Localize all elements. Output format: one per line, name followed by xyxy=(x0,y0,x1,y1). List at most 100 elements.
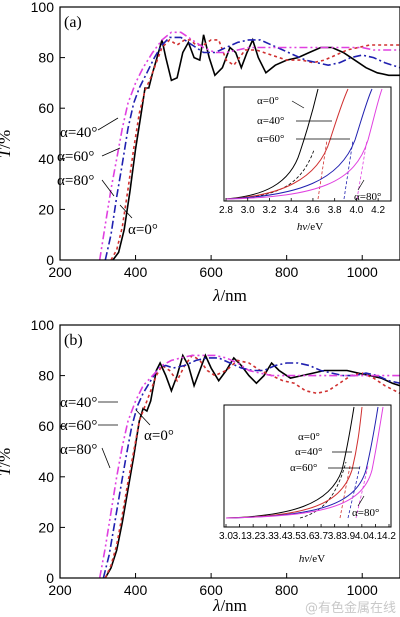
panel-a-inset-xlabel: hv/eV xyxy=(297,221,323,233)
panel-a-ylabel: T/% xyxy=(0,130,14,158)
panel-a-leader-60 xyxy=(101,147,121,157)
panel-b-inset-tangent-60 xyxy=(347,465,361,519)
panel-a-inset-x-tick-label: 4.2 xyxy=(371,205,385,216)
panel-a: 200 400 600 800 1000 0 20 40 60 80 100 (a) T/% λ/n… xyxy=(0,0,400,305)
panel-a-x-tick-label: 800 xyxy=(275,264,299,280)
panel-b-y-tick-label: 40 xyxy=(38,469,54,485)
panel-a-ticks: 200 400 600 800 1000 0 20 40 60 80 100 xyxy=(31,0,378,280)
panel-a-y-tick-label: 60 xyxy=(38,100,54,116)
panel-a-series-line-3 xyxy=(98,31,400,261)
panel-a-inset-leader-80 xyxy=(357,179,365,191)
panel-a-x-tick-label: 600 xyxy=(199,264,223,280)
panel-b-inset-label-80: α=80° xyxy=(352,507,379,519)
panel-b-inset-curve-80 xyxy=(225,406,384,519)
panel-a-inset-curves xyxy=(225,88,383,200)
panel-a-inset-curve-0 xyxy=(225,88,319,200)
panel-b: 200 400 600 800 1000 0 20 40 60 80 100 (b) T/% λ/n… xyxy=(0,317,400,615)
panel-b-y-tick-label: 20 xyxy=(38,519,54,535)
panel-a-xlabel: λ/nm xyxy=(212,286,247,305)
panel-a-annotation-0: α=0° xyxy=(128,222,158,238)
panel-a-y-tick-label: 100 xyxy=(31,0,55,15)
panel-b-leader-0 xyxy=(135,409,151,426)
panel-b-inset-x-tick-label: 3.3 xyxy=(260,531,274,542)
panel-b-inset-frame xyxy=(223,404,392,528)
panel-b-x-tick-label: 200 xyxy=(48,582,72,598)
panel-a-series-line-1 xyxy=(110,38,400,261)
panel-a-inset-label-80: α=80° xyxy=(354,191,381,203)
panel-a-x-tick-label: 200 xyxy=(48,264,72,280)
panel-b-annotations: α=40° α=60° α=80° α=0° xyxy=(60,395,174,469)
panel-a-inset-x-tick-label: 3.2 xyxy=(263,205,277,216)
panel-a-inset: 2.8 3.0 3.2 3.4 3.6 3.8 4.0 4.2 α=0° α=40° α=60… xyxy=(219,86,392,233)
panel-b-x-tick-label: 400 xyxy=(124,582,148,598)
panel-a-inset-x-tick-label: 3.8 xyxy=(328,205,342,216)
panel-a-y-tick-label: 40 xyxy=(38,151,54,167)
panel-b-y-tick-label: 100 xyxy=(31,317,55,333)
panel-b-inset-x-tick-label: 3.6 xyxy=(301,531,315,542)
panel-b-inset-label-60: α=60° xyxy=(290,462,317,474)
panel-a-annotations: α=40° α=60° α=80° α=0° xyxy=(57,117,158,238)
watermark: @有色金属在线 xyxy=(305,600,396,616)
panel-b-inset-tangent-40 xyxy=(339,465,351,519)
panel-a-leader-0 xyxy=(119,204,133,219)
panel-a-inset-x-tick-label: 3.0 xyxy=(241,205,255,216)
panel-a-y-tick-label: 80 xyxy=(38,50,54,66)
panel-b-annotation-40: α=40° xyxy=(60,395,97,411)
panel-b-inset-tangent-80 xyxy=(355,465,369,519)
panel-a-x-tick-label: 1000 xyxy=(347,264,378,280)
panel-b-inset: 3.0 3.1 3.2 3.3 3.4 3.5 3.6 3.7 3.8 3.9 4.0 4.1 4.2 … xyxy=(219,404,396,565)
panel-b-inset-x-tick-label: 3.7 xyxy=(314,531,328,542)
panel-a-annotation-60: α=60° xyxy=(57,149,94,165)
panel-a-y-tick-label: 0 xyxy=(46,252,54,268)
panel-b-x-tick-label: 1000 xyxy=(347,582,378,598)
panel-b-x-tick-label: 800 xyxy=(275,582,299,598)
panel-a-inset-x-tick-label: 4.0 xyxy=(349,205,363,216)
panel-b-inset-label-40: α=40° xyxy=(295,446,322,458)
panel-b-ticks: 200 400 600 800 1000 0 20 40 60 80 100 xyxy=(31,317,378,598)
panel-b-label: (b) xyxy=(64,332,83,349)
panel-b-inset-x-tick-label: 3.2 xyxy=(246,531,260,542)
panel-a-y-tick-label: 20 xyxy=(38,201,54,217)
panel-a-annotation-40: α=40° xyxy=(60,125,97,141)
panel-b-inset-x-tick-label: 3.9 xyxy=(341,531,355,542)
panel-b-series-line-1 xyxy=(104,354,400,579)
panel-b-inset-ticks: 3.0 3.1 3.2 3.3 3.4 3.5 3.6 3.7 3.8 3.9 4.0 4.1 4.2 xyxy=(219,524,396,542)
panel-a-annotation-80: α=80° xyxy=(57,173,94,189)
panel-b-inset-x-tick-label: 4.1 xyxy=(368,531,382,542)
panel-a-inset-x-tick-label: 2.8 xyxy=(219,205,233,216)
panel-b-inset-x-tick-label: 3.4 xyxy=(273,531,287,542)
panel-b-ylabel: T/% xyxy=(0,448,14,476)
panel-a-x-tick-label: 400 xyxy=(124,264,148,280)
panel-b-x-tick-label: 600 xyxy=(199,582,223,598)
panel-b-series xyxy=(98,353,400,579)
panel-b-inset-label-0: α=0° xyxy=(298,431,320,443)
panel-a-inset-x-tick-label: 3.4 xyxy=(284,205,298,216)
panel-a-series-line-2 xyxy=(104,36,400,261)
panel-b-inset-x-tick-label: 3.8 xyxy=(328,531,342,542)
panel-b-y-tick-label: 0 xyxy=(46,570,54,586)
panel-b-annotation-0: α=0° xyxy=(144,428,174,444)
panel-a-label: (a) xyxy=(64,14,82,31)
panel-a-inset-tangent-0 xyxy=(225,149,315,200)
panel-b-y-tick-label: 80 xyxy=(38,368,54,384)
panel-a-inset-leader-0 xyxy=(291,100,305,109)
panel-a-inset-ticks: 2.8 3.0 3.2 3.4 3.6 3.8 4.0 4.2 xyxy=(219,198,386,216)
panel-b-inset-leader-80 xyxy=(357,495,365,507)
panel-a-inset-label-0: α=0° xyxy=(257,95,279,107)
panel-a-inset-label-40: α=40° xyxy=(257,115,284,127)
panel-b-inset-x-tick-label: 4.0 xyxy=(355,531,369,542)
panel-b-inset-x-tick-label: 4.2 xyxy=(382,531,396,542)
panel-a-series xyxy=(98,31,400,261)
panel-b-inset-x-tick-label: 3.0 xyxy=(219,531,233,542)
panel-a-leader-40 xyxy=(97,117,119,131)
panel-b-inset-x-tick-label: 3.1 xyxy=(233,531,247,542)
panel-a-inset-curve-80 xyxy=(225,88,383,200)
panel-b-annotation-60: α=60° xyxy=(60,418,97,434)
panel-a-inset-x-tick-label: 3.6 xyxy=(306,205,320,216)
panel-b-xlabel: λ/nm xyxy=(212,596,247,615)
panel-b-inset-curve-0 xyxy=(225,406,355,519)
panel-b-y-tick-label: 60 xyxy=(38,418,54,434)
panel-b-leader-80 xyxy=(101,447,111,469)
panel-b-annotation-80: α=80° xyxy=(60,442,97,458)
